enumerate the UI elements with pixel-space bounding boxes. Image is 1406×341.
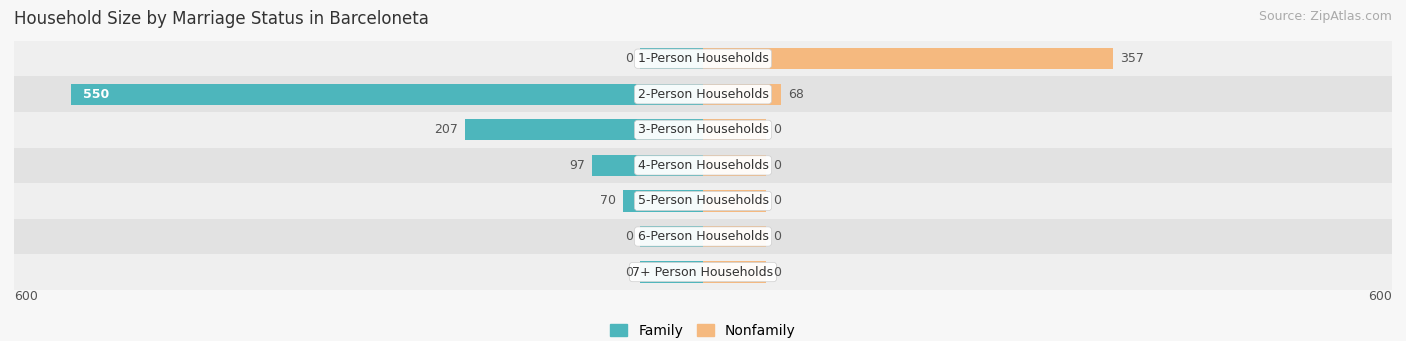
Text: 0: 0 [773, 194, 782, 207]
Bar [14, 41, 1392, 76]
Text: 550: 550 [83, 88, 110, 101]
Text: 5-Person Households: 5-Person Households [637, 194, 769, 207]
Bar [465, 119, 703, 140]
Bar [592, 155, 703, 176]
Bar [640, 226, 703, 247]
Bar [14, 148, 1392, 183]
Bar [703, 262, 766, 283]
Text: 0: 0 [773, 266, 782, 279]
Bar [14, 254, 1392, 290]
Text: 97: 97 [569, 159, 585, 172]
Text: 0: 0 [624, 230, 633, 243]
Text: 3-Person Households: 3-Person Households [637, 123, 769, 136]
Text: 0: 0 [624, 52, 633, 65]
Text: 0: 0 [773, 159, 782, 172]
Text: 7+ Person Households: 7+ Person Households [633, 266, 773, 279]
Bar [703, 190, 766, 212]
Text: Source: ZipAtlas.com: Source: ZipAtlas.com [1258, 10, 1392, 23]
Bar [14, 183, 1392, 219]
Bar [14, 219, 1392, 254]
Text: 4-Person Households: 4-Person Households [637, 159, 769, 172]
Text: 0: 0 [624, 266, 633, 279]
Bar [640, 262, 703, 283]
Bar [703, 84, 782, 105]
Text: 70: 70 [600, 194, 616, 207]
Text: 600: 600 [14, 290, 38, 303]
Text: 1-Person Households: 1-Person Households [637, 52, 769, 65]
Legend: Family, Nonfamily: Family, Nonfamily [610, 324, 796, 338]
Text: 600: 600 [1368, 290, 1392, 303]
Bar [703, 155, 766, 176]
Text: Household Size by Marriage Status in Barceloneta: Household Size by Marriage Status in Bar… [14, 10, 429, 28]
Text: 2-Person Households: 2-Person Households [637, 88, 769, 101]
Bar [703, 119, 766, 140]
Bar [640, 48, 703, 69]
Text: 0: 0 [773, 123, 782, 136]
Bar [14, 112, 1392, 148]
Text: 68: 68 [787, 88, 804, 101]
Text: 207: 207 [434, 123, 458, 136]
Text: 357: 357 [1119, 52, 1143, 65]
Bar [703, 226, 766, 247]
Bar [72, 84, 703, 105]
Bar [703, 48, 1114, 69]
Bar [623, 190, 703, 212]
Text: 0: 0 [773, 230, 782, 243]
Bar [14, 76, 1392, 112]
Text: 6-Person Households: 6-Person Households [637, 230, 769, 243]
